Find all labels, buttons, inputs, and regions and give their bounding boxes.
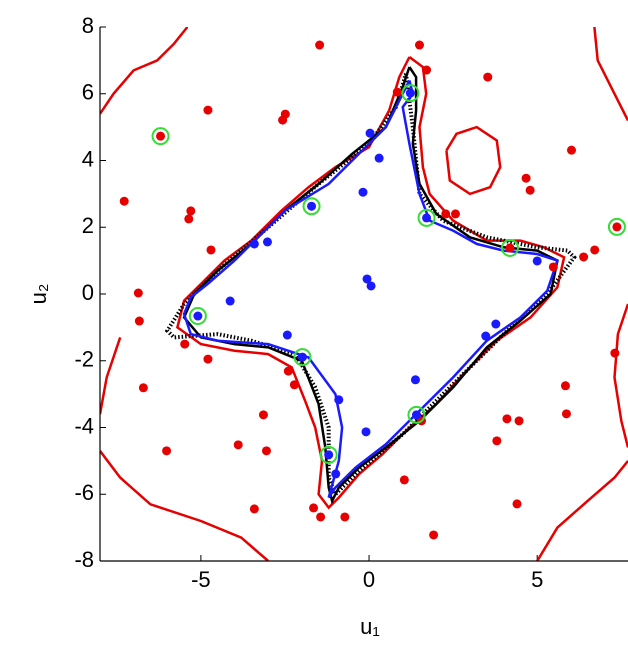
point bbox=[203, 354, 213, 364]
point bbox=[579, 252, 589, 262]
point bbox=[567, 145, 577, 155]
point bbox=[156, 131, 166, 141]
x-axis-label: u₁ bbox=[360, 614, 380, 639]
y-axis-label: u₂ bbox=[26, 284, 51, 305]
point bbox=[362, 274, 372, 284]
y-tick-label: 0 bbox=[82, 280, 94, 305]
point bbox=[399, 475, 409, 485]
point bbox=[316, 512, 326, 522]
curve bbox=[100, 27, 628, 561]
point bbox=[262, 237, 272, 247]
point bbox=[307, 201, 317, 211]
point bbox=[358, 187, 368, 197]
point bbox=[133, 288, 143, 298]
point bbox=[282, 330, 292, 340]
point bbox=[411, 410, 421, 420]
point bbox=[514, 416, 524, 426]
y-tick-label: 6 bbox=[82, 80, 94, 105]
point bbox=[331, 469, 341, 479]
point bbox=[560, 381, 570, 391]
y-tick-label: 4 bbox=[82, 146, 94, 171]
point bbox=[184, 214, 194, 224]
point bbox=[134, 316, 144, 326]
point bbox=[261, 446, 271, 456]
point bbox=[225, 296, 235, 306]
highlight-ring bbox=[319, 445, 338, 464]
point bbox=[193, 311, 203, 321]
point bbox=[315, 40, 325, 50]
point bbox=[414, 40, 424, 50]
highlight-ring bbox=[151, 127, 170, 146]
point bbox=[548, 262, 558, 272]
highlight-ring bbox=[302, 197, 321, 216]
point bbox=[365, 128, 375, 138]
y-tick-label: -8 bbox=[74, 547, 94, 572]
point bbox=[340, 512, 350, 522]
point bbox=[297, 352, 307, 362]
point bbox=[119, 196, 129, 206]
point bbox=[521, 173, 531, 183]
point bbox=[505, 243, 515, 253]
point bbox=[374, 153, 384, 163]
highlight-ring bbox=[607, 217, 626, 236]
point bbox=[206, 245, 216, 255]
highlight-ring bbox=[293, 348, 312, 367]
highlight-ring bbox=[407, 405, 426, 424]
highlight-ring bbox=[188, 307, 207, 326]
point bbox=[450, 209, 460, 219]
point bbox=[366, 281, 376, 291]
point bbox=[258, 410, 268, 420]
highlight-ring bbox=[401, 84, 420, 103]
point bbox=[203, 105, 213, 115]
x-tick-label: -5 bbox=[191, 567, 211, 592]
point bbox=[405, 88, 415, 98]
point bbox=[162, 446, 172, 456]
point bbox=[610, 348, 620, 358]
point bbox=[289, 380, 299, 390]
point bbox=[392, 87, 402, 97]
point bbox=[422, 213, 432, 223]
point bbox=[525, 185, 535, 195]
point bbox=[180, 339, 190, 349]
highlight-ring bbox=[417, 208, 436, 227]
point bbox=[429, 530, 439, 540]
point bbox=[361, 427, 371, 437]
point bbox=[186, 206, 196, 216]
point bbox=[309, 503, 319, 513]
point bbox=[561, 409, 571, 419]
y-tick-label: -6 bbox=[74, 480, 94, 505]
y-tick-label: -4 bbox=[74, 413, 94, 438]
curve bbox=[164, 73, 577, 498]
point bbox=[410, 375, 420, 385]
point bbox=[483, 72, 493, 82]
point bbox=[249, 239, 259, 249]
point bbox=[441, 209, 451, 219]
point bbox=[278, 115, 288, 125]
curve bbox=[182, 79, 559, 499]
point bbox=[492, 436, 502, 446]
x-tick-label: 0 bbox=[363, 567, 375, 592]
point bbox=[249, 504, 259, 514]
point bbox=[590, 245, 600, 255]
point bbox=[422, 65, 432, 75]
point bbox=[324, 450, 334, 460]
point bbox=[612, 222, 622, 232]
point bbox=[481, 331, 491, 341]
y-tick-label: 2 bbox=[82, 213, 94, 238]
point bbox=[532, 256, 542, 266]
curve bbox=[175, 55, 566, 510]
point bbox=[512, 499, 522, 509]
point bbox=[491, 319, 501, 329]
point bbox=[502, 414, 512, 424]
point bbox=[233, 440, 243, 450]
point bbox=[138, 383, 148, 393]
highlight-ring bbox=[500, 238, 519, 257]
y-tick-label: 8 bbox=[82, 13, 94, 38]
point bbox=[283, 366, 293, 376]
x-tick-label: 5 bbox=[531, 567, 543, 592]
y-tick-label: -2 bbox=[74, 347, 94, 372]
point bbox=[334, 395, 344, 405]
